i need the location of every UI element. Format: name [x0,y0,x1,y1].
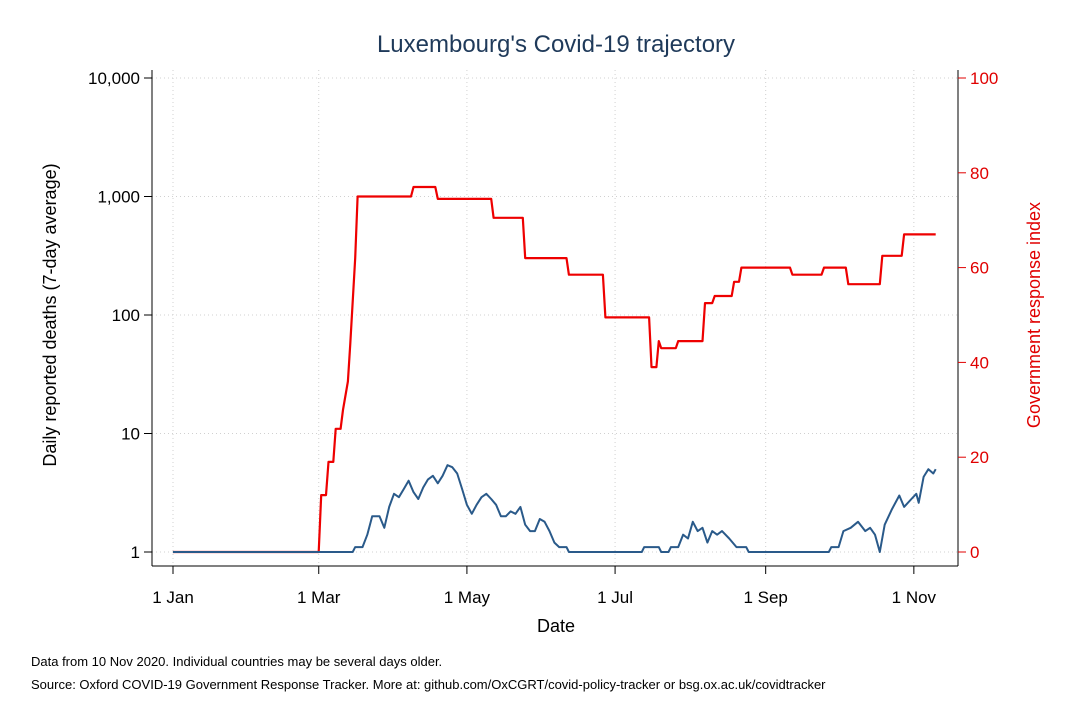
chart-title: Luxembourg's Covid-19 trajectory [377,31,735,58]
deaths-series-line [173,464,937,553]
y-right-tick-label: 0 [970,543,979,562]
y-left-tick-label: 1 [131,543,140,562]
x-axis-label: Date [537,616,575,636]
x-tick-label: 1 Jan [152,588,194,607]
chart-canvas: Luxembourg's Covid-19 trajectory 1 Jan 1 … [40,31,1044,636]
response-index-series-line [173,185,936,554]
y-left-tick-label: 10 [121,425,140,444]
x-tick-label: 1 Sep [743,588,787,607]
y-left-tick-label: 10,000 [88,69,140,88]
x-tick-label: 1 May [444,588,491,607]
y-axis-right-label: Government response index [1024,202,1044,428]
x-tick-label: 1 Mar [297,588,341,607]
axes: 1 Jan 1 Mar 1 May 1 Jul 1 Sep 1 Nov 1 10 100 1,00… [88,69,998,607]
data-date-note: Data from 10 Nov 2020. Individual countr… [31,654,443,669]
y-right-tick-label: 100 [970,69,998,88]
y-right-tick-label: 40 [970,353,989,372]
x-tick-label: 1 Nov [892,588,937,607]
y-right-tick-label: 80 [970,164,989,183]
source-note: Source: Oxford COVID-19 Government Respo… [31,677,826,692]
y-left-tick-label: 100 [112,306,140,325]
y-right-tick-label: 20 [970,448,989,467]
grid-lines [152,70,958,566]
y-right-tick-label: 60 [970,259,989,278]
y-left-tick-label: 1,000 [97,188,140,207]
x-tick-label: 1 Jul [597,588,633,607]
series-layer [173,185,937,554]
y-axis-left-label: Daily reported deaths (7-day average) [40,163,60,466]
